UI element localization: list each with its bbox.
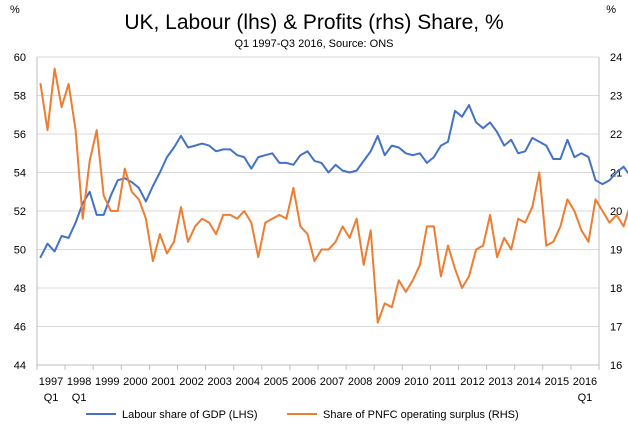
x-tick-label: 2010 [404, 376, 428, 388]
legend: Labour share of GDP (LHS) Share of PNFC o… [86, 409, 519, 421]
right-tick-label: 16 [610, 360, 622, 372]
left-tick-label: 46 [14, 322, 26, 334]
left-tick-label: 50 [14, 245, 26, 257]
x-tick-label: 2009 [376, 376, 400, 388]
x-tick-label: 1998 [67, 376, 91, 388]
x-tick-label: 2000 [123, 376, 147, 388]
x-tick-label: 2005 [264, 376, 288, 388]
gridlines [37, 56, 599, 366]
x-tick-label: 2002 [179, 376, 203, 388]
x-tick-label: 2007 [320, 376, 344, 388]
right-tick-label: 19 [610, 245, 622, 257]
right-tick-label: 17 [610, 322, 622, 334]
x-tick-label: 2003 [207, 376, 231, 388]
x-tick-label: 2006 [292, 376, 316, 388]
left-tick-label: 44 [14, 360, 26, 372]
right-tick-label: 22 [610, 129, 622, 141]
right-tick-label: 24 [610, 52, 622, 64]
x-tick-label: 1999 [95, 376, 119, 388]
left-tick-label: 52 [14, 206, 26, 218]
legend-label-labour: Labour share of GDP (LHS) [122, 409, 258, 421]
left-tick-label: 60 [14, 52, 26, 64]
series-lines [39, 67, 628, 324]
left-tick-label: 58 [14, 91, 26, 103]
x-tick-label: 2013 [488, 376, 512, 388]
x-tick-label: 2016 [573, 376, 597, 388]
x-tick-sublabel: Q1 [578, 392, 593, 404]
x-tick-label: 1997 [39, 376, 63, 388]
left-tick-label: 56 [14, 129, 26, 141]
right-axis-unit: % [606, 4, 616, 16]
x-tick-label: 2011 [433, 376, 457, 388]
left-tick-label: 48 [14, 283, 26, 295]
left-tick-label: 54 [14, 168, 26, 180]
profit-share-line [39, 67, 628, 324]
left-axis-unit: % [10, 4, 20, 16]
legend-label-profits: Share of PNFC operating surplus (RHS) [323, 409, 519, 421]
x-tick-sublabel: Q1 [72, 392, 87, 404]
x-tick-label: 2001 [151, 376, 175, 388]
x-tick-label: 2008 [348, 376, 372, 388]
axes: 4446485052545658601617181920212223241997… [14, 52, 623, 404]
x-tick-sublabel: Q1 [44, 392, 59, 404]
right-tick-label: 20 [610, 206, 622, 218]
right-tick-label: 18 [610, 283, 622, 295]
chart-title: UK, Labour (lhs) & Profits (rhs) Share, … [124, 11, 503, 34]
right-tick-label: 23 [610, 91, 622, 103]
x-tick-label: 2004 [236, 376, 260, 388]
x-tick-label: 2015 [545, 376, 569, 388]
labour-share-line [39, 104, 628, 259]
chart-subtitle: Q1 1997-Q3 2016, Source: ONS [235, 38, 394, 50]
x-tick-label: 2012 [460, 376, 484, 388]
x-tick-label: 2014 [517, 376, 541, 388]
